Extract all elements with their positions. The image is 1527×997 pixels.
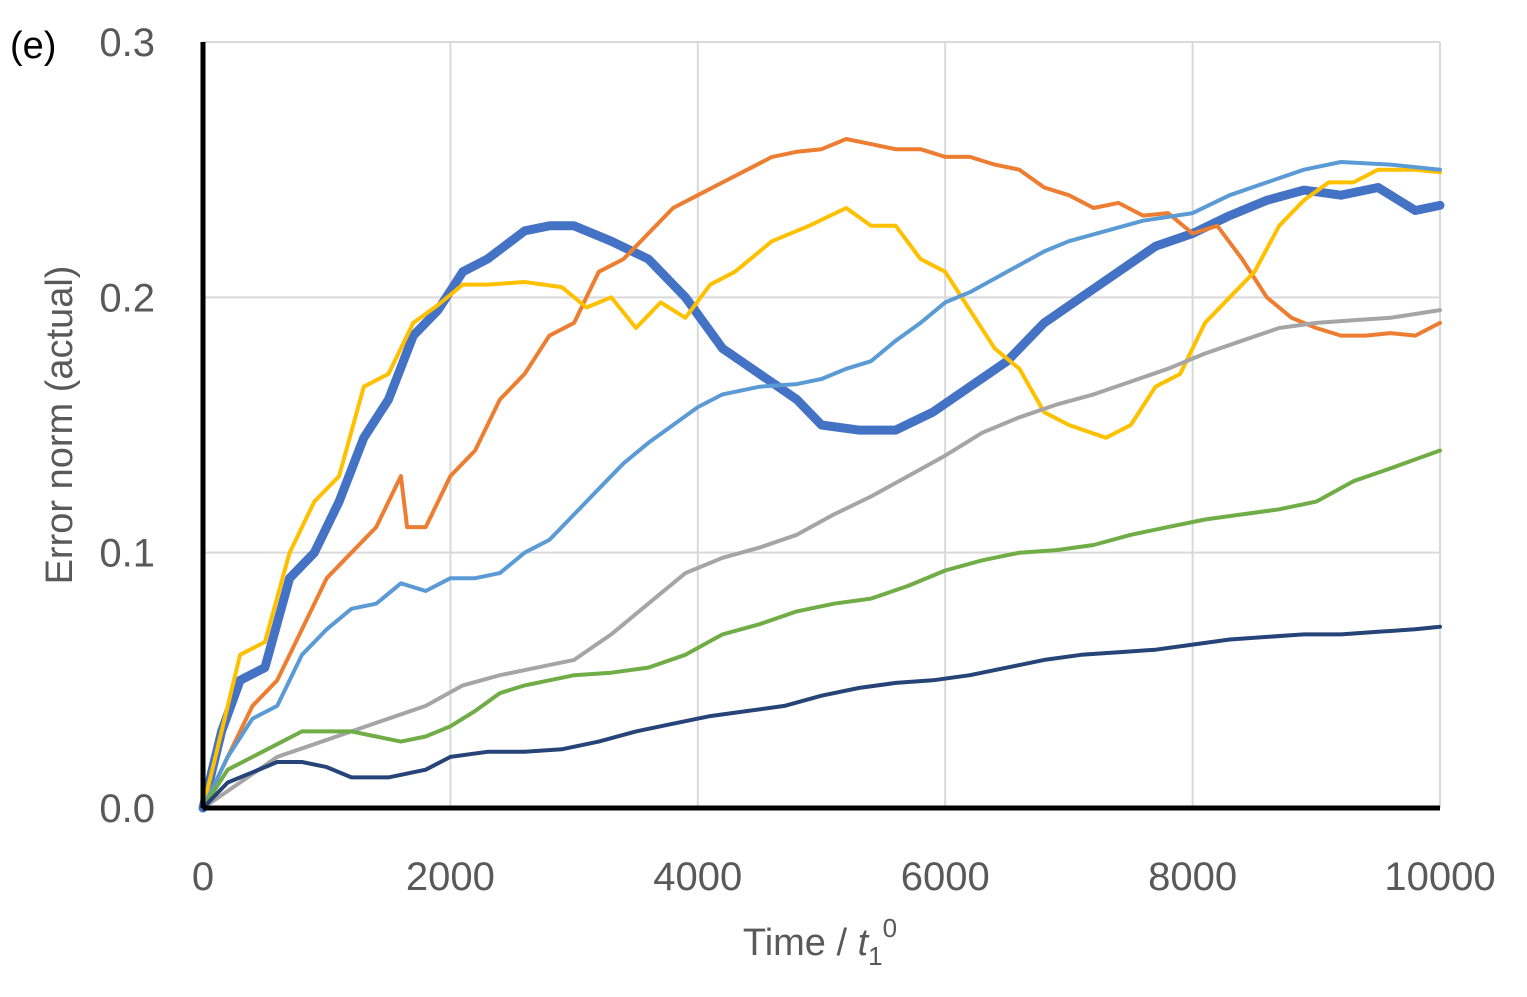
- x-axis-title-variable: t: [858, 922, 870, 964]
- x-tick-label: 8000: [1148, 855, 1237, 899]
- x-axis-title-subscript: 1: [868, 941, 882, 971]
- series-group: [198, 137, 1445, 813]
- y-tick-label: 0.0: [99, 787, 155, 831]
- x-tick-label: 2000: [406, 855, 495, 899]
- panel-label: (e): [10, 25, 56, 67]
- y-axis-title: Error norm (actual): [39, 266, 81, 585]
- series-line-6: [201, 448, 1442, 810]
- series-line-4: [201, 160, 1442, 810]
- x-tick-label: 10000: [1384, 855, 1495, 899]
- y-tick-label: 0.1: [99, 532, 155, 576]
- x-axis-title-superscript: 0: [883, 913, 897, 943]
- x-tick-labels: 0 2000 4000 6000 8000 10000: [192, 855, 1496, 899]
- y-tick-labels: 0.0 0.1 0.2 0.3: [99, 21, 155, 831]
- x-axis-title-prefix: Time /: [743, 922, 858, 964]
- x-tick-label: 4000: [653, 855, 742, 899]
- series-line-5: [201, 308, 1442, 810]
- x-tick-label: 0: [192, 855, 214, 899]
- series-line-2: [201, 137, 1442, 810]
- x-tick-label: 6000: [901, 855, 990, 899]
- y-tick-label: 0.2: [99, 276, 155, 320]
- x-axis-title: Time / t10: [743, 913, 897, 971]
- series-line-3: [201, 167, 1442, 810]
- series-line-1: [198, 183, 1445, 813]
- y-tick-label: 0.3: [99, 21, 155, 65]
- series-line-7: [201, 624, 1442, 810]
